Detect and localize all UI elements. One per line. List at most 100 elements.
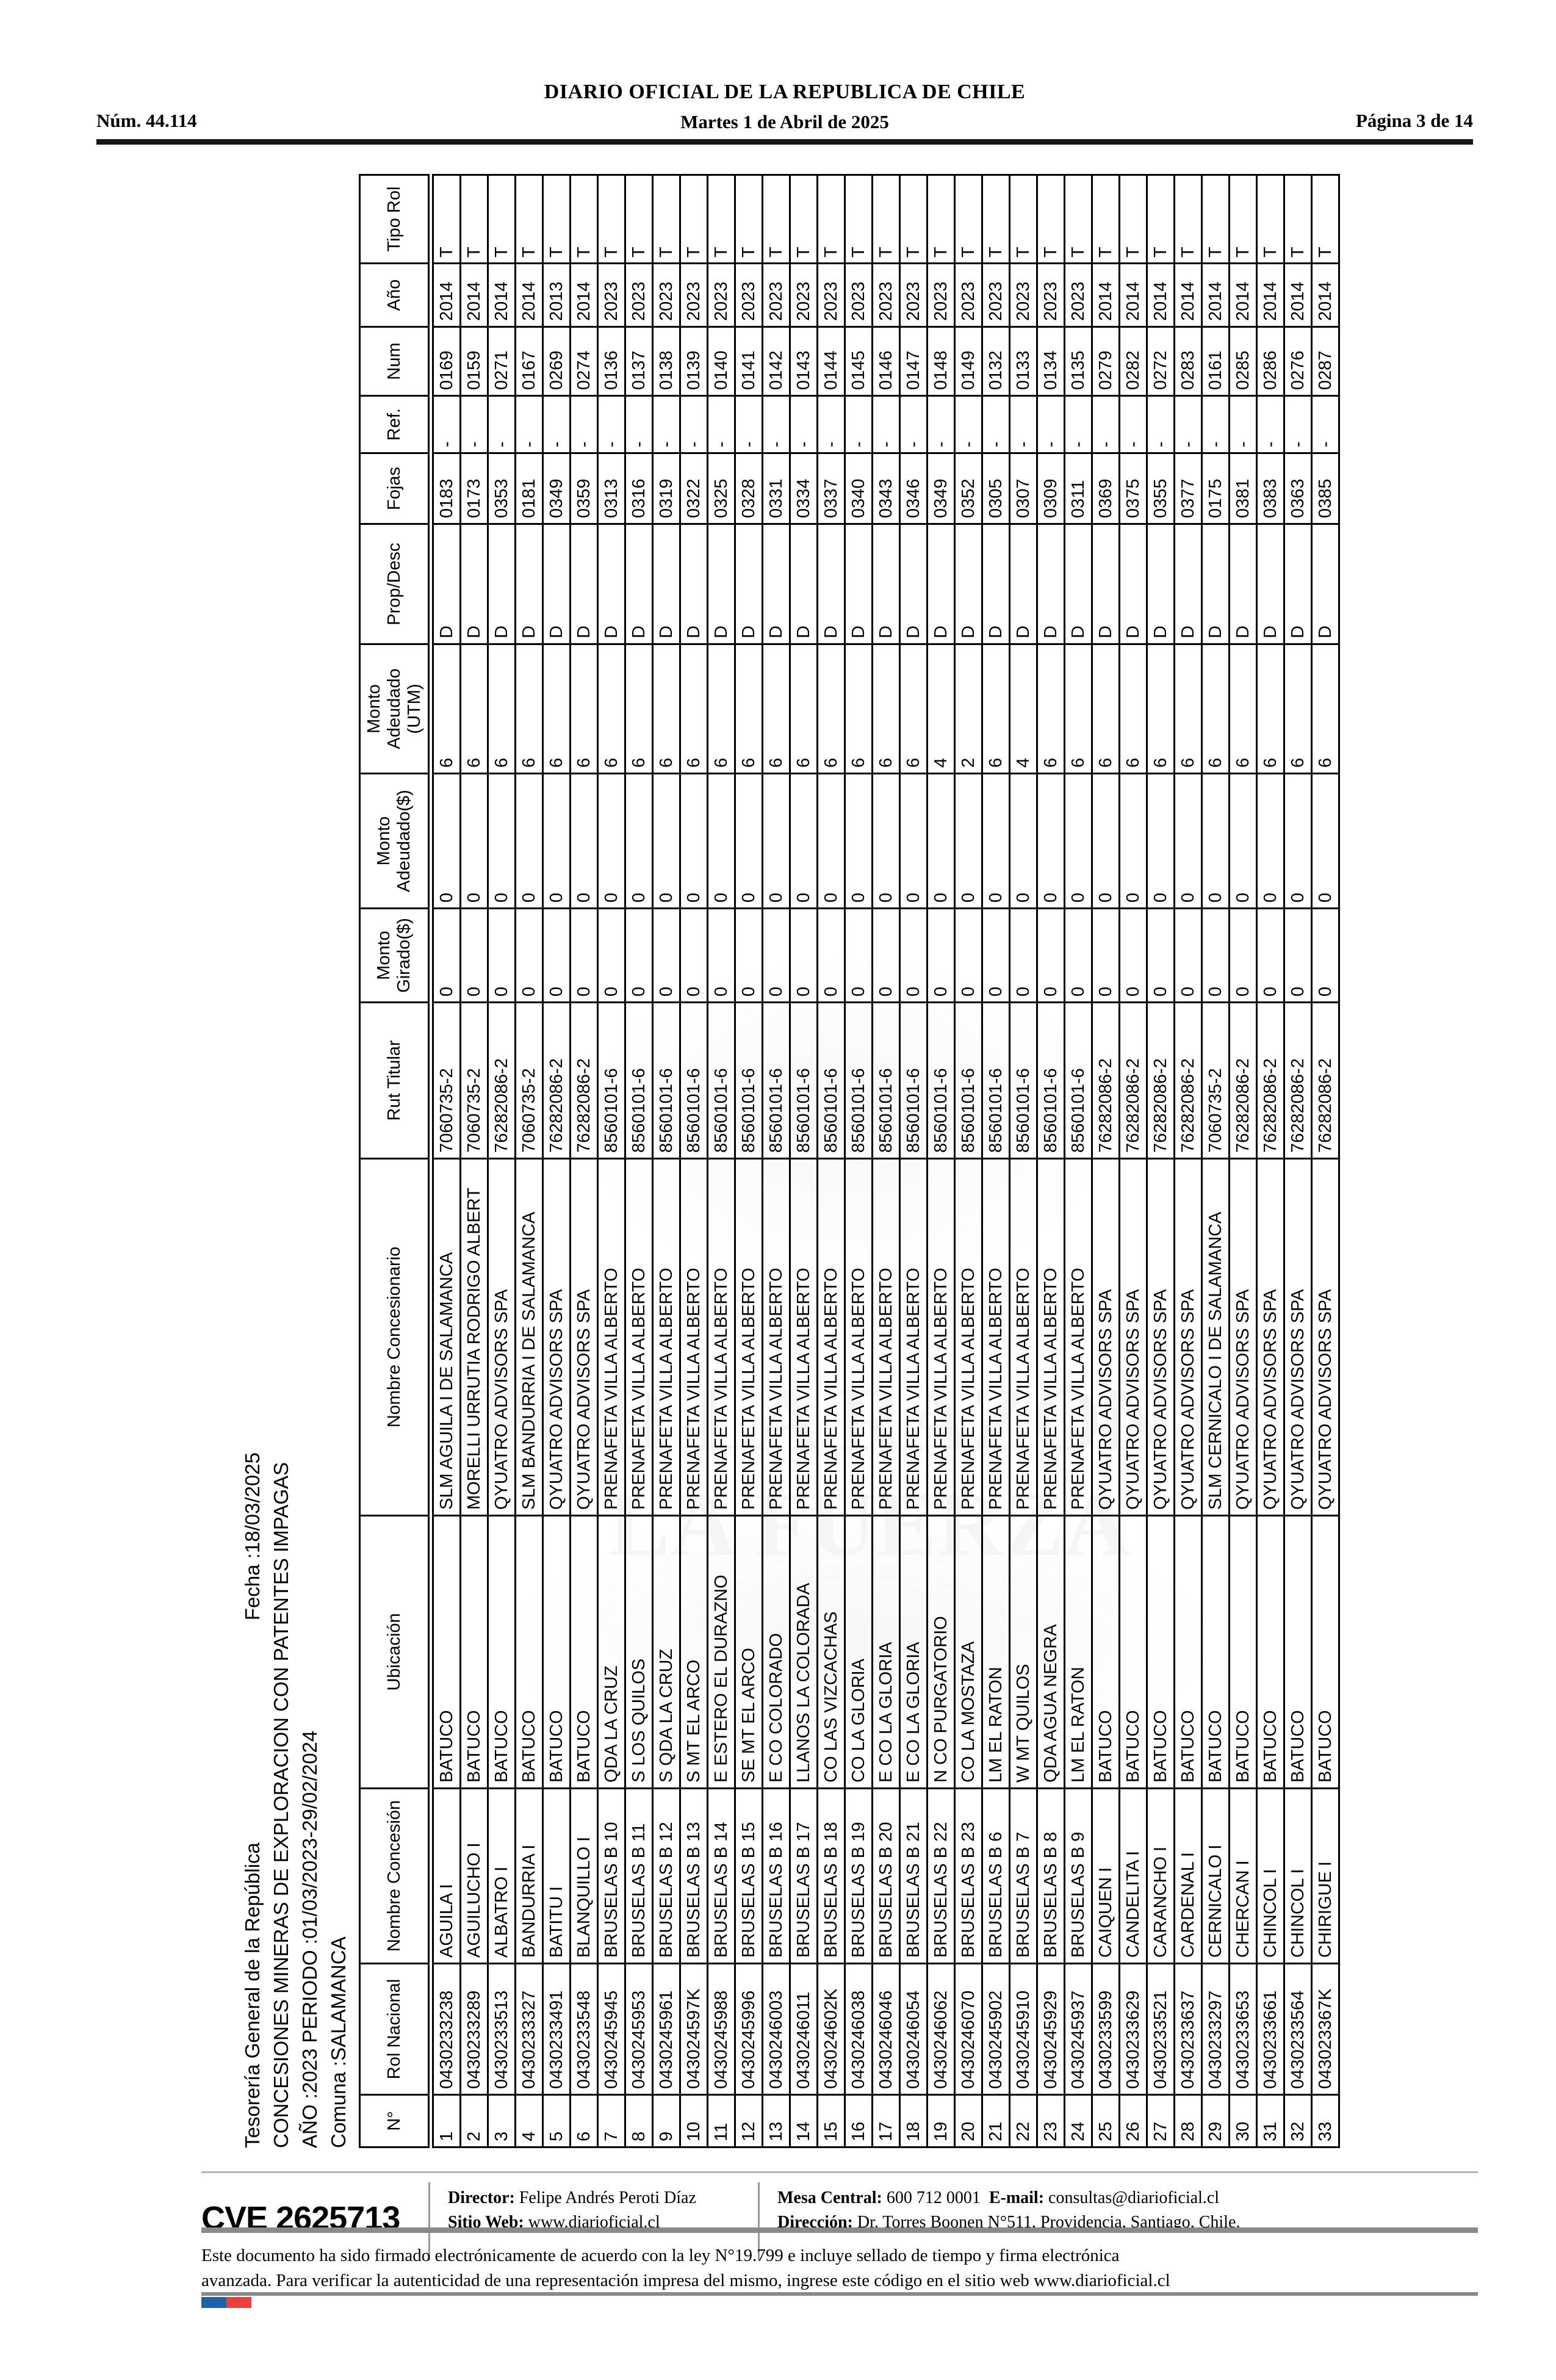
table-cell: 0 bbox=[460, 773, 488, 909]
table-cell: 0305 bbox=[982, 453, 1010, 524]
table-cell: 0359 bbox=[570, 453, 598, 524]
report-header: Tesorería General de la República Fecha … bbox=[238, 176, 359, 2148]
table-row: 29 0430233297 CERNICALO I BATUCO SLM CERNICA… bbox=[1201, 175, 1230, 2147]
table-cell: QYUATRO ADVISORS SPA bbox=[1284, 1158, 1312, 1516]
table-cell: 0 bbox=[790, 908, 818, 1003]
table-cell: 0146 bbox=[872, 326, 900, 396]
email-value[interactable]: consultas@diarioficial.cl bbox=[1048, 2188, 1220, 2207]
table-cell: 0430246062 bbox=[927, 1963, 955, 2095]
table-cell: 2023 bbox=[872, 263, 900, 327]
table-cell: 2 bbox=[460, 2094, 488, 2147]
table-cell: 76282086-2 bbox=[488, 1002, 516, 1159]
table-cell: E CO LA GLORIA bbox=[899, 1515, 927, 1789]
table-row: 2 0430233289 AGUILUCHO I BATUCO MORELLI URRU… bbox=[460, 175, 488, 2147]
table-cell: PRENAFETA VILLA ALBERTO bbox=[954, 1158, 982, 1516]
table-cell: 0430246046 bbox=[872, 1963, 900, 2095]
issue-number: Núm. 44.114 bbox=[96, 110, 197, 131]
table-cell: D bbox=[762, 524, 790, 644]
table-cell: 18 bbox=[899, 2094, 927, 2147]
table-cell: 0 bbox=[845, 908, 873, 1003]
table-cell: N CO PURGATORIO bbox=[927, 1515, 955, 1789]
table-cell: D bbox=[488, 524, 516, 644]
table-cell: 8560101-6 bbox=[735, 1002, 763, 1159]
table-cell: - bbox=[954, 395, 982, 453]
table-cell: 2014 bbox=[1311, 263, 1339, 327]
table-cell: 0430245961 bbox=[652, 1963, 680, 2095]
table-cell: 0430245945 bbox=[597, 1963, 625, 2095]
table-cell: 6 bbox=[735, 644, 763, 774]
table-cell: 0 bbox=[1201, 773, 1230, 909]
table-cell: BRUSELAS B 23 bbox=[954, 1788, 982, 1964]
table-row: 4 0430233327 BANDURRIA I BATUCO SLM BANDURRI… bbox=[515, 175, 543, 2147]
table-cell: 6 bbox=[597, 644, 625, 774]
table-cell: CHIRIGUE I bbox=[1311, 1788, 1339, 1964]
table-cell: T bbox=[431, 175, 461, 264]
table-cell: D bbox=[1311, 524, 1339, 644]
table-cell: 27 bbox=[1147, 2094, 1175, 2147]
table-cell: BRUSELAS B 21 bbox=[899, 1788, 927, 1964]
table-cell: 30 bbox=[1229, 2094, 1257, 2147]
column-header: Nombre Concesión bbox=[359, 1788, 431, 1964]
table-cell: 0375 bbox=[1119, 453, 1147, 524]
legal-notice: Este documento ha sido firmado electróni… bbox=[201, 2243, 1483, 2293]
legal-line2: avanzada. Para verificar la autenticidad… bbox=[201, 2271, 1170, 2290]
table-cell: 8560101-6 bbox=[845, 1002, 873, 1159]
table-cell: - bbox=[899, 395, 927, 453]
table-cell: BATUCO bbox=[570, 1515, 598, 1789]
table-cell: 6 bbox=[460, 644, 488, 774]
table-cell: 8560101-6 bbox=[625, 1002, 653, 1159]
table-cell: 33 bbox=[1311, 2094, 1339, 2147]
table-cell: 0 bbox=[872, 908, 900, 1003]
table-cell: T bbox=[1064, 175, 1092, 264]
table-cell: 0430245910 bbox=[1009, 1963, 1037, 2095]
table-cell: 0 bbox=[899, 773, 927, 909]
table-row: 6 0430233548 BLANQUILLO I BATUCO QYUATRO ADV… bbox=[570, 175, 598, 2147]
table-cell: 0430246054 bbox=[899, 1963, 927, 2095]
table-cell: QYUATRO ADVISORS SPA bbox=[570, 1158, 598, 1516]
table-cell: PRENAFETA VILLA ALBERTO bbox=[1064, 1158, 1092, 1516]
table-cell: BATUCO bbox=[542, 1515, 571, 1789]
table-cell: BRUSELAS B 6 bbox=[982, 1788, 1010, 1964]
table-cell: 0173 bbox=[460, 453, 488, 524]
table-cell: D bbox=[1174, 524, 1202, 644]
table-row: 17 0430246046 BRUSELAS B 20 E CO LA GLORIA P… bbox=[872, 175, 900, 2147]
table-cell: 0313 bbox=[597, 453, 625, 524]
table-cell: 0141 bbox=[735, 326, 763, 396]
table-cell: 0286 bbox=[1256, 326, 1284, 396]
table-cell: 0132 bbox=[982, 326, 1010, 396]
table-cell: - bbox=[460, 395, 488, 453]
table-cell: - bbox=[1119, 395, 1147, 453]
table-cell: 0136 bbox=[597, 326, 625, 396]
cve-block: CVE 2625713 Director: Felipe Andrés Pero… bbox=[201, 2181, 1478, 2262]
table-cell: D bbox=[1256, 524, 1284, 644]
table-cell: - bbox=[570, 395, 598, 453]
table-cell: 0149 bbox=[954, 326, 982, 396]
table-cell: 0140 bbox=[707, 326, 735, 396]
table-cell: 6 bbox=[707, 644, 735, 774]
table-cell: D bbox=[1201, 524, 1230, 644]
table-cell: S QDA LA CRUZ bbox=[652, 1515, 680, 1789]
table-row: 1 0430233238 AGUILA I BATUCO SLM AGUILA I DE… bbox=[431, 175, 461, 2147]
table-cell: 0 bbox=[1229, 773, 1257, 909]
table-cell: 2023 bbox=[707, 263, 735, 327]
table-cell: 0 bbox=[570, 773, 598, 909]
table-cell: T bbox=[1201, 175, 1230, 264]
table-cell: 0430233548 bbox=[570, 1963, 598, 2095]
table-cell: T bbox=[1147, 175, 1175, 264]
table-cell: 12 bbox=[735, 2094, 763, 2147]
table-cell: 0430245996 bbox=[735, 1963, 763, 2095]
table-cell: 0 bbox=[597, 908, 625, 1003]
table-cell: 5 bbox=[542, 2094, 571, 2147]
table-cell: 28 bbox=[1174, 2094, 1202, 2147]
table-cell: 0 bbox=[597, 773, 625, 909]
table-cell: 7060735-2 bbox=[460, 1002, 488, 1159]
table-cell: - bbox=[982, 395, 1010, 453]
director-value: Felipe Andrés Peroti Díaz bbox=[519, 2188, 696, 2207]
table-cell: 0 bbox=[1256, 908, 1284, 1003]
table-cell: 0276 bbox=[1284, 326, 1312, 396]
table-cell: 0430233238 bbox=[431, 1963, 461, 2095]
page-indicator: Página 3 de 14 bbox=[1355, 110, 1473, 131]
table-cell: PRENAFETA VILLA ALBERTO bbox=[597, 1158, 625, 1516]
table-cell: 0 bbox=[515, 773, 543, 909]
table-cell: 2014 bbox=[1174, 263, 1202, 327]
